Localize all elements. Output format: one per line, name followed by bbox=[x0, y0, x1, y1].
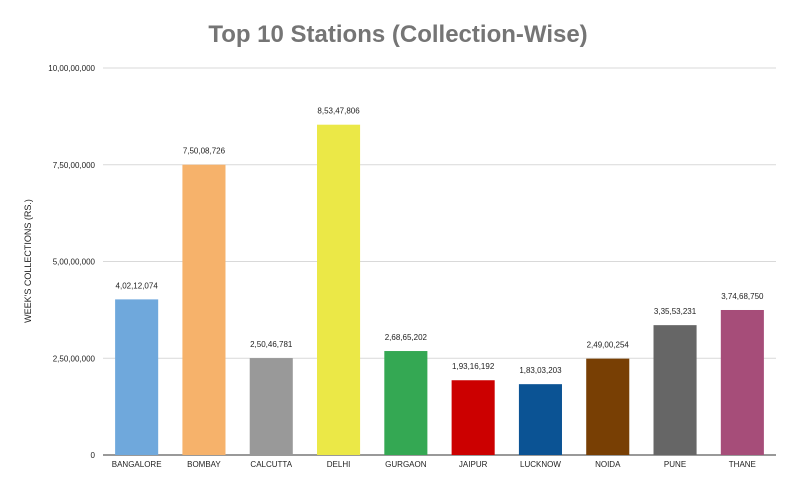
bar-gurgaon bbox=[384, 351, 428, 455]
data-label-calcutta: 2,50,46,781 bbox=[250, 340, 293, 349]
bars bbox=[115, 124, 764, 456]
bar-lucknow bbox=[518, 384, 562, 455]
x-category-label: CALCUTTA bbox=[250, 460, 292, 469]
bar-bangalore bbox=[115, 299, 159, 455]
data-label-thane: 3,74,68,750 bbox=[721, 292, 764, 301]
data-label-bombay: 7,50,08,726 bbox=[183, 147, 226, 156]
data-label-lucknow: 1,83,03,203 bbox=[519, 366, 562, 375]
data-label-jaipur: 1,93,16,192 bbox=[452, 362, 495, 371]
x-category-label: THANE bbox=[729, 460, 756, 469]
y-tick-label: 7,50,00,000 bbox=[53, 161, 96, 170]
data-label-gurgaon: 2,68,65,202 bbox=[385, 333, 428, 342]
data-label-noida: 2,49,00,254 bbox=[587, 341, 630, 350]
data-label-delhi: 8,53,47,806 bbox=[317, 107, 360, 116]
chart-title: Top 10 Stations (Collection-Wise) bbox=[208, 21, 588, 48]
y-tick-label: 2,50,00,000 bbox=[53, 354, 96, 363]
bar-calcutta bbox=[249, 358, 293, 455]
x-axis-categories: BANGALORE BOMBAY CALCUTTA DELHI GURGAON JAIPU… bbox=[112, 460, 756, 469]
x-category-label: BANGALORE bbox=[112, 460, 162, 469]
y-tick-label: 10,00,00,000 bbox=[48, 64, 95, 73]
y-tick-label: 0 bbox=[91, 451, 96, 460]
y-axis-ticks: 0 2,50,00,000 5,00,00,000 7,50,00,000 10,00,… bbox=[48, 64, 95, 460]
x-category-label: JAIPUR bbox=[459, 460, 488, 469]
x-category-label: GURGAON bbox=[385, 460, 427, 469]
x-category-label: DELHI bbox=[327, 460, 351, 469]
y-axis-title: WEEK'S COLLECTIONS (RS.) bbox=[23, 199, 33, 323]
data-labels: 4,02,12,074 7,50,08,726 2,50,46,781 8,53,47… bbox=[116, 107, 765, 375]
bar-bombay bbox=[182, 164, 226, 455]
bar-thane bbox=[720, 309, 764, 455]
bar-pune bbox=[653, 325, 697, 455]
bar-noida bbox=[586, 358, 630, 455]
bar-delhi bbox=[317, 124, 361, 456]
bar-jaipur bbox=[451, 380, 495, 455]
x-category-label: PUNE bbox=[664, 460, 686, 469]
data-label-bangalore: 4,02,12,074 bbox=[116, 281, 159, 290]
x-category-label: LUCKNOW bbox=[520, 460, 561, 469]
x-category-label: BOMBAY bbox=[187, 460, 221, 469]
y-tick-label: 5,00,00,000 bbox=[53, 258, 96, 267]
x-category-label: NOIDA bbox=[595, 460, 621, 469]
data-label-pune: 3,35,53,231 bbox=[654, 307, 697, 316]
